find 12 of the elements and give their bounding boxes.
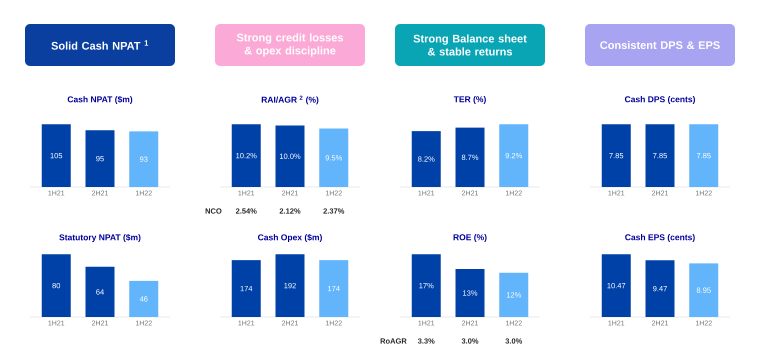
chart-title: Strong credit losses & opex discipline [236, 33, 344, 57]
chart-title: Strong Balance sheet & stable returns [413, 34, 527, 56]
chart-title: Statutory NPAT ($m) [59, 234, 140, 242]
chart-title: Consistent DPS & EPS [600, 40, 720, 50]
chart-subtitle: RAI/AGR $^{2}$ (%) [262, 96, 318, 104]
chart-title: ROE (%) [454, 234, 487, 242]
chart-subtitle: Cash NPAT ($m) [68, 96, 132, 104]
chart-subtitle: TER (%) [454, 96, 486, 104]
chart-subtitle: Cash DPS (cents) [624, 96, 695, 104]
chart-title: Solid Cash NPAT $^{1}$ [51, 40, 148, 50]
chart-title: Cash EPS (cents) [625, 234, 695, 242]
chart-title: Cash Opex ($m) [258, 234, 322, 242]
